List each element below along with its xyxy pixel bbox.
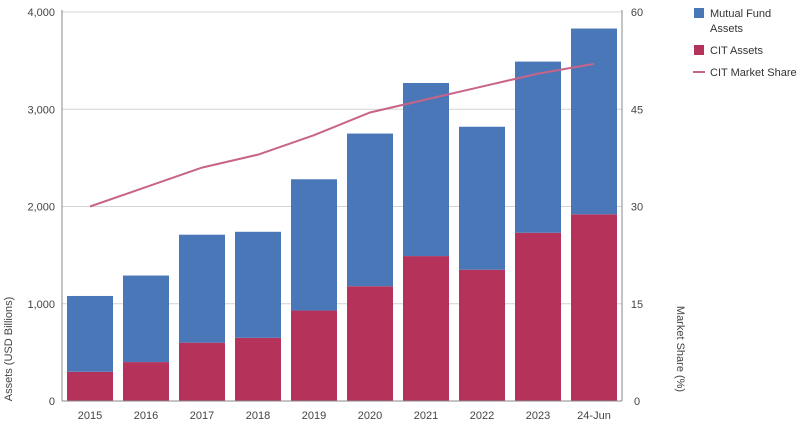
y-right-tick-label: 45 [631,104,643,116]
bar-cit-assets [571,214,617,401]
y-right-tick-label: 60 [631,7,643,19]
legend-label: CIT Assets [710,45,763,57]
y-right-tick-label: 30 [631,202,643,214]
y-right-tick-label: 0 [634,396,640,408]
bar-mutual-fund-assets [403,82,449,257]
bar-cit-assets [67,371,113,401]
bar-cit-assets [179,342,225,401]
bar-mutual-fund-assets [291,179,337,311]
x-tick-label: 2015 [78,410,102,422]
legend-swatch [694,8,704,18]
y-axis-right-label: Market Share (%) [674,306,686,392]
bar-cit-assets [347,286,393,401]
x-tick-label: 24-Jun [577,410,611,422]
y-right-tick-label: 15 [631,299,643,311]
bars [67,28,617,401]
bar-mutual-fund-assets [67,295,113,372]
bar-mutual-fund-assets [571,28,617,215]
bar-cit-assets [403,256,449,401]
legend: Mutual Fund Assets CIT Assets CIT Market Sh… [693,8,797,79]
bar-cit-assets [235,337,281,401]
y-left-tick-label: 4,000 [27,7,55,19]
x-tick-label: 2018 [246,410,270,422]
bar-mutual-fund-assets [515,61,561,233]
y-left-tick-label: 0 [49,396,55,408]
x-tick-label: 2017 [190,410,214,422]
bar-mutual-fund-assets [459,126,505,270]
bar-cit-assets [291,310,337,401]
axes: 0 1,000 2,000 3,000 4,000 0 15 30 45 60 2015 2016 20… [27,7,643,422]
legend-label: Assets [710,23,744,35]
bar-cit-assets [459,269,505,401]
market-share-line [89,62,595,208]
legend-label: Mutual Fund [710,8,771,20]
bar-mutual-fund-assets [347,133,393,287]
bar-mutual-fund-assets [179,234,225,343]
y-left-tick-label: 3,000 [27,104,55,116]
x-tick-label: 2019 [302,410,326,422]
x-tick-label: 2023 [526,410,550,422]
bar-mutual-fund-assets [235,231,281,338]
x-tick-label: 2020 [358,410,382,422]
legend-swatch [694,45,704,55]
y-left-tick-label: 2,000 [27,202,55,214]
bar-mutual-fund-assets [123,275,169,363]
x-tick-label: 2016 [134,410,158,422]
line-cit-market-share [89,62,595,208]
x-tick-label: 2021 [414,410,438,422]
bar-cit-assets [123,362,169,401]
legend-label: CIT Market Share [710,67,797,79]
x-tick-label: 2022 [470,410,494,422]
bar-cit-assets [515,232,561,401]
y-axis-left-label: Assets (USD Billions) [3,297,15,402]
y-left-tick-label: 1,000 [27,299,55,311]
